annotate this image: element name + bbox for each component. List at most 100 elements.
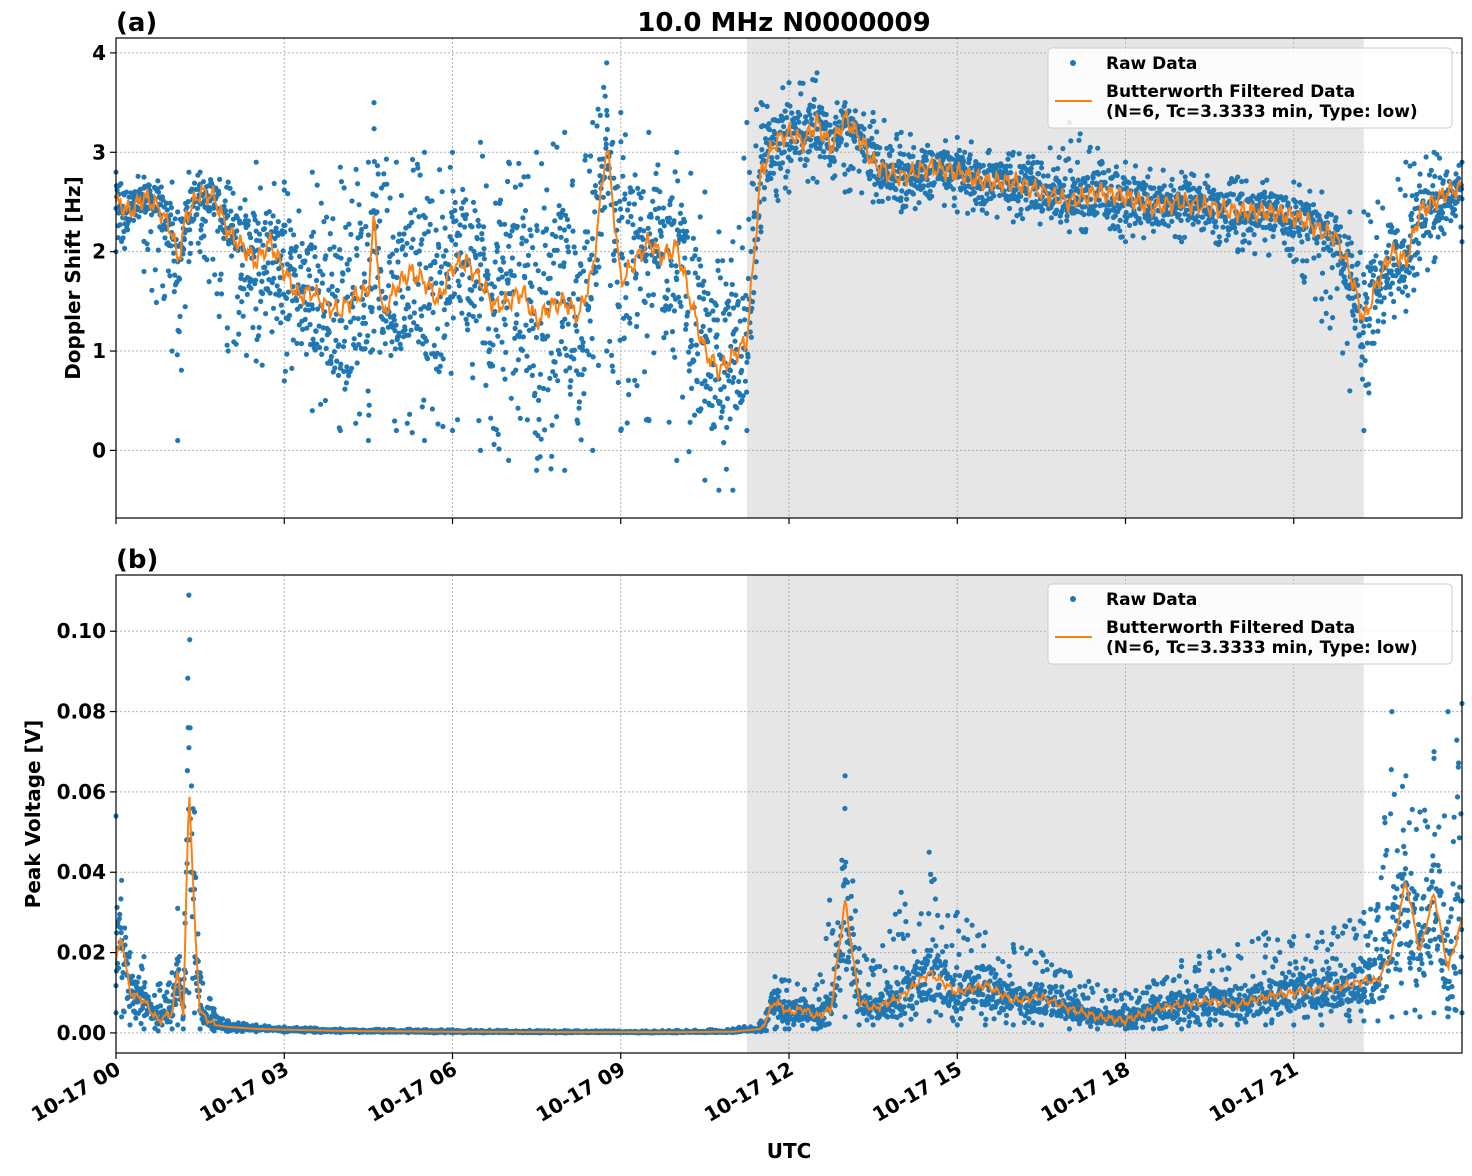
raw-data-point (526, 174, 531, 179)
raw-data-point (643, 258, 648, 263)
raw-data-point (784, 115, 789, 120)
raw-data-point (710, 308, 715, 313)
raw-data-point (502, 377, 507, 382)
raw-data-point (739, 354, 744, 359)
raw-data-point (516, 161, 521, 166)
raw-data-point (257, 325, 262, 330)
raw-data-point (162, 294, 167, 299)
raw-data-point (1304, 258, 1309, 263)
raw-data-point (185, 768, 190, 773)
raw-data-point (1030, 154, 1035, 159)
raw-data-point (782, 149, 787, 154)
raw-data-point (852, 139, 857, 144)
raw-data-point (650, 199, 655, 204)
raw-data-point (1431, 259, 1436, 264)
raw-data-point (1410, 193, 1415, 198)
raw-data-point (353, 421, 358, 426)
raw-data-point (1038, 221, 1043, 226)
raw-data-point (553, 373, 558, 378)
raw-data-point (1117, 228, 1122, 233)
raw-data-point (242, 197, 247, 202)
raw-data-point (426, 229, 431, 234)
raw-data-point (1414, 197, 1419, 202)
raw-data-point (1395, 228, 1400, 233)
raw-data-point (399, 193, 404, 198)
raw-data-point (1018, 212, 1023, 217)
raw-data-point (147, 183, 152, 188)
raw-data-point (1425, 267, 1430, 272)
raw-data-point (246, 218, 251, 223)
raw-data-point (1115, 173, 1120, 178)
raw-data-point (530, 373, 535, 378)
raw-data-point (523, 208, 528, 213)
raw-data-point (1390, 281, 1395, 286)
raw-data-point (519, 241, 524, 246)
raw-data-point (1169, 219, 1174, 224)
raw-data-point (1401, 238, 1406, 243)
x-ticks-a (116, 518, 1294, 524)
raw-data-point (721, 440, 726, 445)
raw-data-point (392, 418, 397, 423)
raw-data-point (177, 954, 182, 959)
raw-data-point (260, 291, 265, 296)
raw-data-point (981, 163, 986, 168)
raw-data-point (390, 252, 395, 257)
raw-data-point (279, 303, 284, 308)
raw-data-point (400, 294, 405, 299)
raw-data-point (542, 205, 547, 210)
raw-data-point (158, 1003, 163, 1008)
raw-data-point (333, 338, 338, 343)
raw-data-point (478, 448, 483, 453)
raw-data-point (324, 215, 329, 220)
raw-data-point (345, 294, 350, 299)
raw-data-point (443, 226, 448, 231)
raw-data-point (167, 980, 172, 985)
raw-data-point (775, 198, 780, 203)
raw-data-point (168, 243, 173, 248)
raw-data-point (590, 236, 595, 241)
raw-data-point (481, 224, 486, 229)
raw-data-point (338, 362, 343, 367)
raw-data-point (627, 316, 632, 321)
raw-data-point (1130, 233, 1135, 238)
raw-data-point (793, 146, 798, 151)
y-tick-label: 2 (92, 240, 106, 264)
raw-data-point (590, 336, 595, 341)
raw-data-point (734, 327, 739, 332)
raw-data-point (278, 320, 283, 325)
raw-data-point (277, 293, 282, 298)
raw-data-point (1161, 168, 1166, 173)
raw-data-point (716, 268, 721, 273)
raw-data-point (1372, 341, 1377, 346)
raw-data-point (625, 219, 630, 224)
raw-data-point (168, 212, 173, 217)
raw-data-point (338, 165, 343, 170)
raw-data-point (688, 420, 693, 425)
raw-data-point (196, 241, 201, 246)
raw-data-point (1151, 186, 1156, 191)
raw-data-point (410, 157, 415, 162)
raw-data-point (827, 123, 832, 128)
raw-data-point (136, 975, 141, 980)
raw-data-point (619, 215, 624, 220)
raw-data-point (517, 329, 522, 334)
raw-data-point (441, 356, 446, 361)
raw-data-point (237, 221, 242, 226)
raw-data-point (1403, 284, 1408, 289)
raw-data-point (699, 329, 704, 334)
raw-data-point (775, 155, 780, 160)
raw-data-point (469, 224, 474, 229)
raw-data-point (166, 268, 171, 273)
raw-data-point (874, 192, 879, 197)
raw-data-point (596, 264, 601, 269)
raw-data-point (501, 367, 506, 372)
raw-data-point (376, 171, 381, 176)
raw-data-point (384, 182, 389, 187)
raw-data-point (263, 311, 268, 316)
raw-data-point (170, 180, 175, 185)
raw-data-point (402, 316, 407, 321)
raw-data-point (713, 395, 718, 400)
raw-data-point (223, 208, 228, 213)
raw-data-point (1311, 217, 1316, 222)
raw-data-point (506, 160, 511, 165)
